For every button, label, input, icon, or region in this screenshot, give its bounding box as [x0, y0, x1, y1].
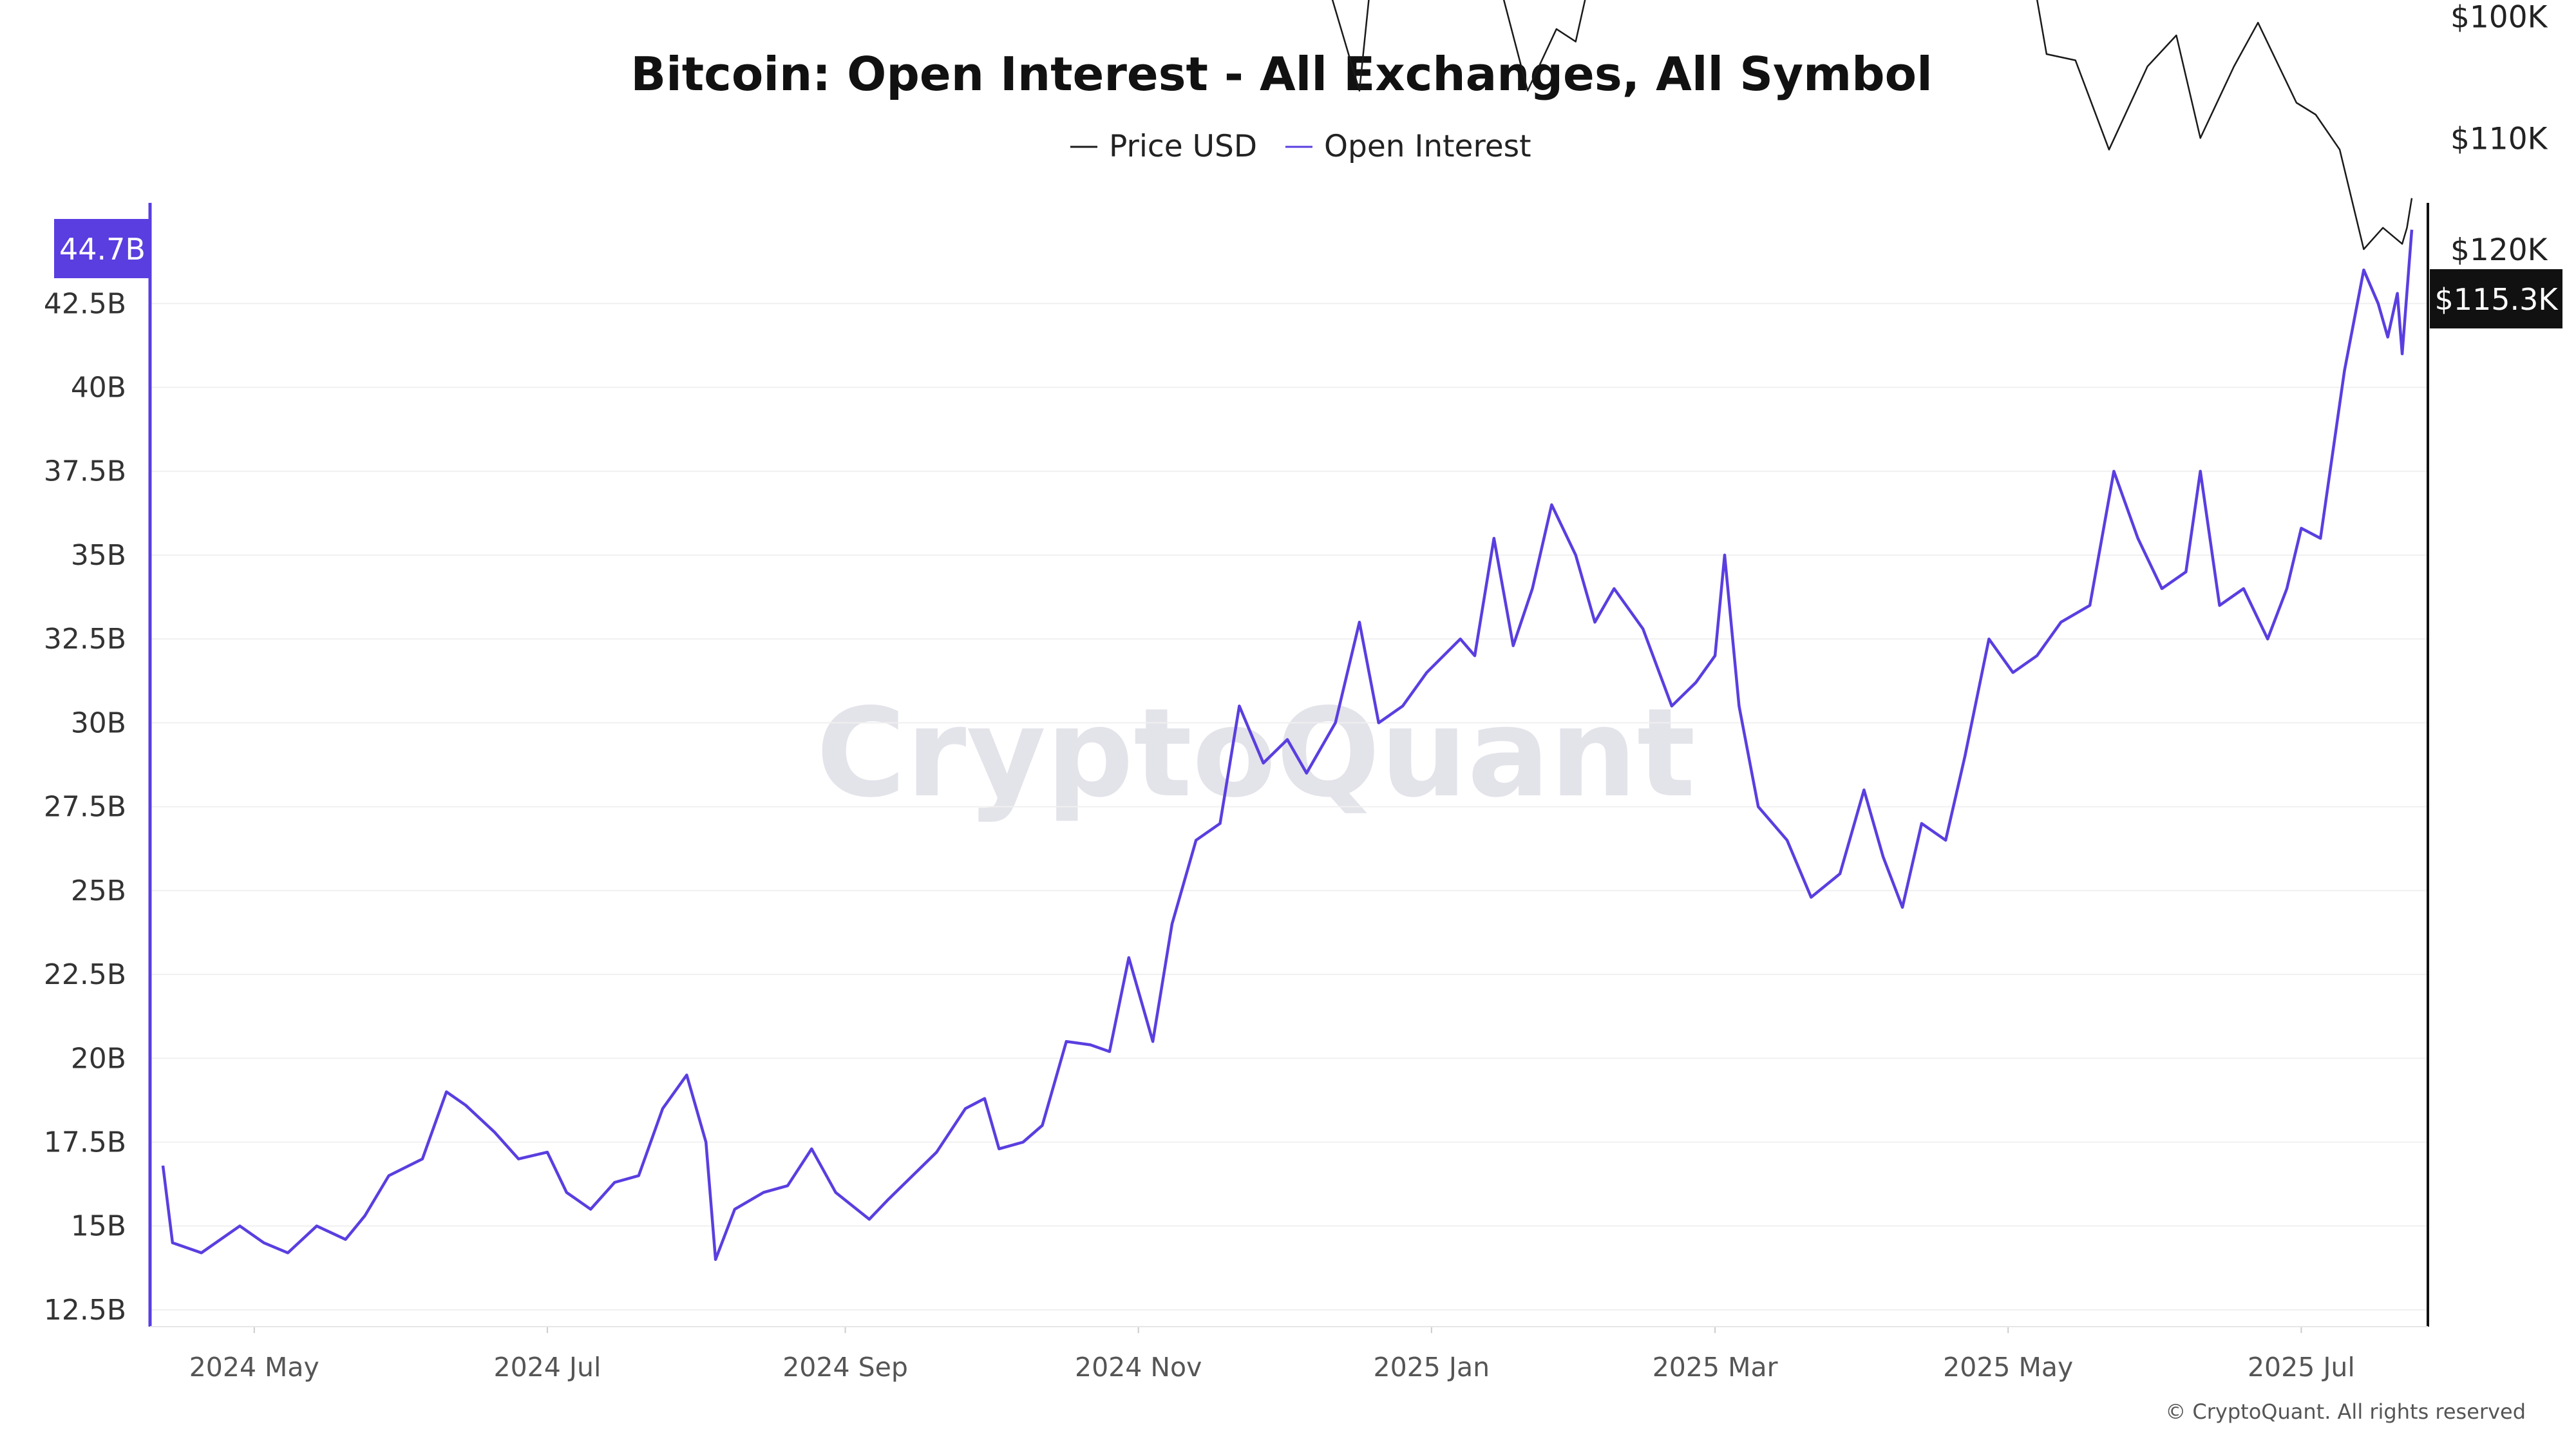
right-current-value-badge: $115.3K [2430, 269, 2562, 328]
chart-title: Bitcoin: Open Interest - All Exchanges, … [630, 47, 1933, 101]
left-tick-label: 12.5B [44, 1294, 126, 1327]
left-tick-label: 17.5B [44, 1126, 126, 1159]
right-axis-ticks: $60K$70K$80K$90K$100K$110K$120K [2450, 0, 2548, 268]
left-tick-label: 22.5B [44, 958, 126, 991]
left-tick-label: 20B [71, 1042, 126, 1075]
left-badge-bg [54, 219, 151, 278]
left-current-value-badge: 44.7B [54, 219, 151, 278]
right-tick-label: $110K [2450, 121, 2548, 156]
left-tick-label: 32.5B [44, 623, 126, 656]
left-tick-label: 40B [71, 371, 126, 404]
right-badge-text: $115.3K [2434, 282, 2559, 317]
legend-label-open-interest[interactable]: Open Interest [1324, 129, 1531, 164]
left-tick-label: 35B [71, 539, 126, 572]
x-tick-label: 2025 Mar [1653, 1352, 1778, 1383]
left-axis-ticks: 12.5B 15B 17.5B 20B 22.5B 25B 27.5B 30B 32.5B 35B… [44, 287, 126, 1327]
right-tick-label: $120K [2450, 232, 2548, 268]
price-usd-line [1331, 0, 2413, 251]
x-axis-ticks: 2024 May 2024 Jul 2024 Sep 2024 Nov 2025 Jan… [189, 1327, 2355, 1383]
copyright-text: © CryptoQuant. All rights reserved [2165, 1399, 2526, 1424]
x-tick-label: 2025 Jan [1374, 1352, 1490, 1383]
left-tick-label: 42.5B [44, 287, 126, 320]
left-tick-label: 37.5B [44, 455, 126, 488]
open-interest-line [161, 229, 2414, 1262]
x-tick-label: 2024 May [189, 1352, 319, 1383]
series-layer [161, 0, 2414, 1262]
left-tick-label: 25B [71, 875, 126, 907]
left-badge-text: 44.7B [59, 232, 146, 267]
x-tick-label: 2025 Jul [2248, 1352, 2355, 1383]
left-tick-label: 30B [71, 706, 126, 739]
x-tick-label: 2024 Nov [1075, 1352, 1202, 1383]
left-tick-label: 15B [71, 1210, 126, 1243]
watermark: CryptoQuant [816, 682, 1695, 824]
legend: Price USD Open Interest [1070, 129, 1531, 164]
x-tick-label: 2025 May [1943, 1352, 2073, 1383]
gridlines [150, 303, 2428, 1311]
x-tick-label: 2024 Sep [782, 1352, 908, 1383]
right-badge-bg [2430, 269, 2562, 328]
legend-label-price[interactable]: Price USD [1109, 129, 1257, 164]
x-tick-label: 2024 Jul [494, 1352, 601, 1383]
left-tick-label: 27.5B [44, 791, 126, 824]
right-tick-label: $100K [2450, 0, 2548, 35]
